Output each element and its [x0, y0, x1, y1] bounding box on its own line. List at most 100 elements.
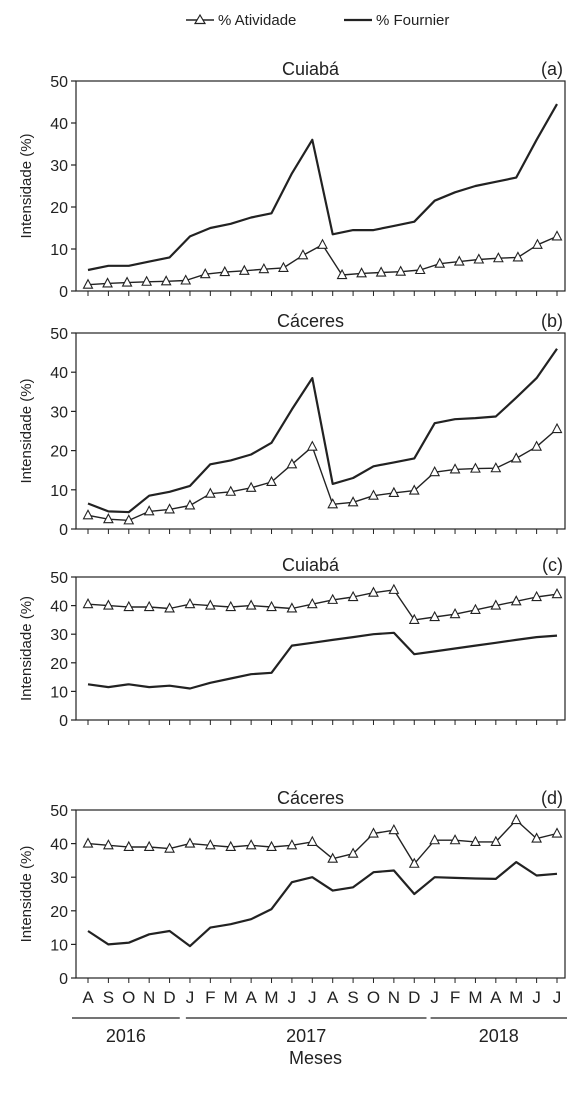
data-point-marker	[306, 597, 318, 609]
legend: % Atividade % Fournier	[186, 12, 449, 29]
y-tick-label: 10	[50, 242, 68, 259]
x-tick-label: D	[408, 988, 420, 1007]
panel-a: 0 10 20 30 40 50 Cuiabá (a) Intensidade (%)	[18, 59, 566, 301]
data-point-marker	[306, 440, 318, 451]
panel-title: Cáceres	[277, 311, 344, 331]
series-fournier	[87, 631, 558, 690]
data-point-marker	[219, 265, 231, 277]
x-tick-label: J	[288, 988, 297, 1007]
data-point-marker	[184, 499, 196, 510]
data-point-marker	[238, 264, 250, 275]
data-point-marker	[278, 261, 289, 272]
y-tick-label: 0	[59, 713, 68, 730]
data-point-marker	[82, 509, 94, 520]
data-point-marker	[82, 278, 94, 289]
y-tick-label: 30	[50, 404, 68, 421]
y-tick-label: 0	[59, 522, 68, 539]
x-tick-label: A	[82, 988, 94, 1007]
series-line	[87, 819, 558, 865]
data-point-marker	[204, 487, 216, 498]
legend-atividade: % Atividade	[186, 12, 296, 29]
data-point-marker	[473, 253, 485, 264]
data-point-marker	[512, 251, 524, 262]
y-tick-label: 30	[50, 627, 68, 644]
data-point-marker	[490, 462, 502, 473]
series-atividade	[82, 230, 563, 289]
x-tick-label: O	[122, 988, 135, 1007]
data-point-marker	[388, 486, 400, 497]
x-axis-label: Meses	[289, 1048, 342, 1068]
data-point-marker	[266, 840, 277, 852]
data-point-marker	[531, 832, 543, 843]
data-point-marker	[317, 238, 328, 249]
x-tick-label: J	[186, 988, 195, 1007]
x-tick-label: N	[388, 988, 400, 1007]
panel-letter: (c)	[542, 555, 563, 575]
data-point-marker	[180, 274, 192, 285]
x-tick-label: J	[553, 988, 562, 1007]
data-point-marker	[388, 583, 400, 594]
year-label: 2016	[106, 1026, 146, 1046]
data-point-marker	[531, 590, 543, 602]
x-tick-label: D	[163, 988, 175, 1007]
plot-frame	[75, 332, 566, 530]
data-point-marker	[184, 837, 196, 848]
data-point-marker	[368, 827, 379, 838]
data-point-marker	[408, 484, 420, 495]
series-line	[87, 348, 558, 514]
data-point-marker	[121, 276, 133, 287]
data-point-marker	[123, 514, 135, 525]
data-point-marker	[245, 481, 257, 492]
data-point-marker	[164, 602, 175, 613]
data-point-marker	[336, 268, 348, 280]
series-line	[87, 428, 558, 522]
data-point-marker	[375, 266, 387, 277]
y-tick-label: 20	[50, 200, 68, 217]
x-tick-label: S	[103, 988, 114, 1007]
x-tick-label: F	[450, 988, 460, 1007]
data-point-marker	[368, 586, 379, 597]
y-tick-label: 20	[50, 444, 68, 461]
series-fournier	[87, 348, 558, 514]
data-point-marker	[123, 840, 135, 852]
y-axis-label: Intensidde (%)	[18, 846, 35, 943]
data-point-marker	[510, 595, 522, 606]
x-tick-label: J	[308, 988, 317, 1007]
series-line	[87, 589, 558, 621]
panel-c: 0 10 20 30 40 50 Cuiabá (c) Intensidade (%)	[18, 555, 566, 730]
y-tick-label: 0	[59, 284, 68, 301]
x-tick-label: O	[367, 988, 380, 1007]
x-tick-label: A	[245, 988, 257, 1007]
data-point-marker	[286, 839, 298, 850]
x-tick-label: M	[509, 988, 523, 1007]
data-point-marker	[143, 600, 155, 612]
data-point-marker	[204, 839, 216, 850]
legend-fournier-label: % Fournier	[376, 12, 449, 29]
series-atividade	[82, 583, 563, 624]
series-line	[87, 103, 558, 272]
y-tick-label: 20	[50, 904, 68, 921]
data-point-marker	[368, 489, 379, 500]
data-point-marker	[225, 600, 237, 612]
data-point-marker	[160, 275, 172, 286]
year-label: 2018	[479, 1026, 519, 1046]
data-point-marker	[531, 440, 543, 451]
y-tick-label: 10	[50, 483, 68, 500]
series-fournier	[87, 103, 558, 272]
data-point-marker	[429, 834, 441, 845]
data-point-marker	[414, 263, 426, 275]
data-point-marker	[347, 590, 359, 602]
y-tick-label: 40	[50, 837, 68, 854]
data-point-marker	[164, 842, 175, 853]
data-point-marker	[82, 837, 94, 848]
panel-letter: (a)	[541, 59, 563, 79]
data-point-marker	[470, 603, 481, 614]
data-point-marker	[306, 835, 318, 846]
data-point-marker	[429, 465, 441, 477]
panel-title: Cuiabá	[282, 59, 340, 79]
y-tick-label: 40	[50, 365, 68, 382]
y-axis-label: Intensidade (%)	[18, 133, 35, 238]
data-point-marker	[266, 600, 277, 612]
x-tick-label: F	[205, 988, 215, 1007]
series-atividade	[82, 813, 563, 868]
